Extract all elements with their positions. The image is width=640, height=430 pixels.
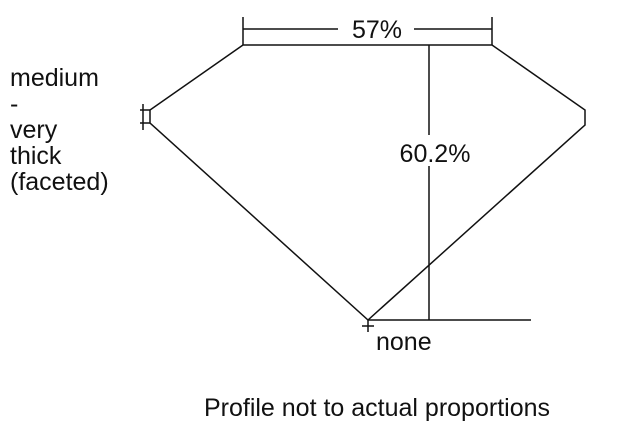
- girdle-label-line: medium: [10, 64, 99, 92]
- girdle-label-line: (faceted): [10, 168, 109, 196]
- depth-percent-label: 60.2%: [400, 140, 471, 168]
- gem-outline: [149, 44, 586, 322]
- girdle-label: medium - very thick (faceted): [10, 64, 109, 196]
- culet-label: none: [376, 328, 432, 356]
- table-percent-label: 57%: [352, 16, 402, 44]
- girdle-label-line: very: [10, 116, 58, 144]
- caption: Profile not to actual proportions: [204, 394, 550, 422]
- girdle-label-line: thick: [10, 142, 62, 170]
- girdle-label-line: -: [10, 90, 18, 118]
